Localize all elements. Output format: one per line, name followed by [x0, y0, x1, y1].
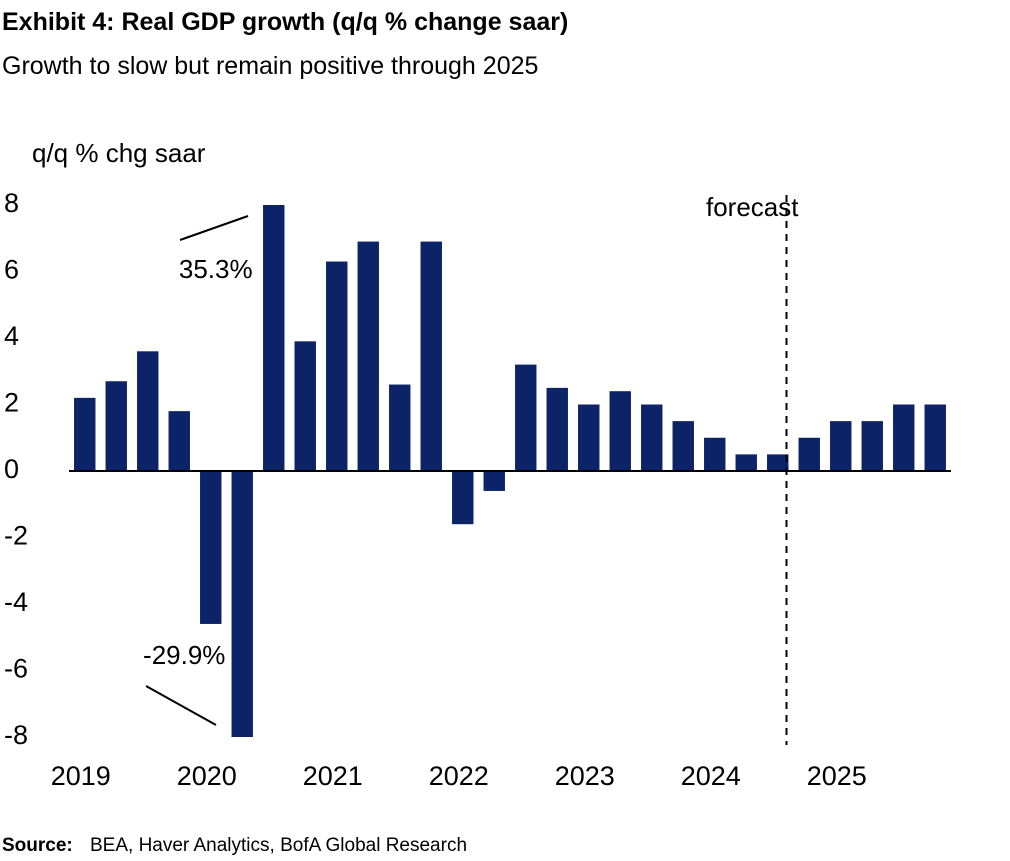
bar [672, 421, 694, 471]
y-axis-label: q/q % chg saar [32, 138, 206, 168]
source-text: BEA, Haver Analytics, BofA Global Resear… [90, 835, 467, 856]
bar [168, 411, 190, 471]
bar [641, 404, 663, 471]
chart-subtitle: Growth to slow but remain positive throu… [2, 52, 538, 80]
leader-line [145, 685, 217, 726]
bar [515, 364, 537, 471]
x-tick-label: 2025 [807, 761, 867, 791]
bar [137, 351, 159, 471]
y-tick-label: 6 [4, 255, 19, 285]
chart-title: Exhibit 4: Real GDP growth (q/q % change… [2, 8, 568, 36]
bar [578, 404, 600, 471]
data-label: -29.9% [143, 640, 225, 670]
bar [609, 391, 631, 471]
bar [704, 437, 726, 471]
y-tick-label: 0 [4, 454, 19, 484]
bar [861, 421, 883, 471]
bar [452, 471, 474, 525]
forecast-label: forecast [706, 192, 799, 222]
plot-area [74, 205, 946, 737]
y-tick-label: -2 [4, 521, 28, 551]
bar [893, 404, 915, 471]
bar [546, 387, 568, 471]
bar [231, 471, 253, 737]
bar [735, 454, 757, 471]
y-tick-label: -4 [4, 587, 28, 617]
bar [483, 471, 505, 491]
bar [357, 241, 379, 471]
x-tick-label: 2024 [681, 761, 741, 791]
bar [105, 381, 127, 471]
y-tick-label: -6 [4, 654, 28, 684]
bar [767, 454, 789, 471]
source-label: Source: [2, 835, 73, 856]
x-tick-label: 2020 [177, 761, 237, 791]
x-tick-label: 2022 [429, 761, 489, 791]
bar [74, 397, 96, 471]
y-tick-label: 4 [4, 321, 19, 351]
x-tick-label: 2019 [51, 761, 111, 791]
x-tick-label: 2023 [555, 761, 615, 791]
y-tick-label: 8 [4, 188, 19, 218]
leader-line [179, 215, 249, 241]
bar [389, 384, 411, 471]
bar [798, 437, 820, 471]
y-tick-label: -8 [4, 720, 28, 750]
bar [294, 341, 316, 471]
bar [830, 421, 852, 471]
x-tick-label: 2021 [303, 761, 363, 791]
bar [263, 205, 285, 471]
bar [326, 261, 348, 471]
bar [200, 471, 222, 624]
data-label: 35.3% [179, 254, 253, 284]
bar [420, 241, 442, 471]
bar [924, 404, 946, 471]
y-tick-label: 2 [4, 388, 19, 418]
